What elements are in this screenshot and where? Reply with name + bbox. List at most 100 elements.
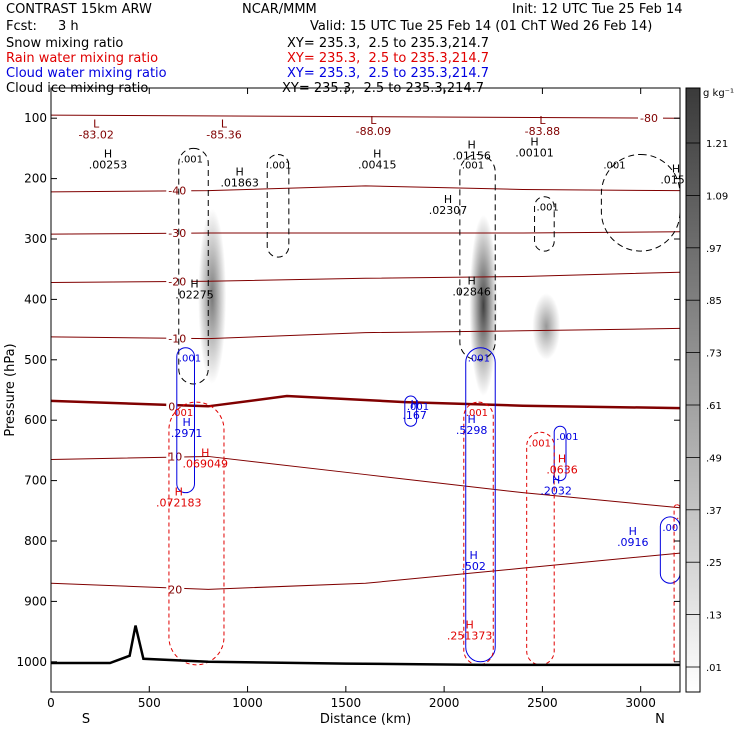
extremum-value: .2971 bbox=[171, 427, 203, 440]
y-tick-label: 400 bbox=[24, 292, 47, 306]
extremum-h-marker: H bbox=[190, 277, 198, 290]
extremum-h-marker: H bbox=[236, 166, 244, 179]
isotherm-label: -80 bbox=[640, 112, 658, 125]
extremum-h-marker: H bbox=[466, 619, 474, 632]
colorbar-tick-label: .25 bbox=[706, 558, 722, 569]
cloud-water-contour bbox=[404, 395, 418, 427]
isotherm-label-bg bbox=[638, 112, 663, 124]
y-tick-label: 900 bbox=[24, 594, 47, 608]
isotherm-line bbox=[51, 394, 680, 410]
extremum-value: -88.09 bbox=[356, 125, 391, 138]
cloud-water-contour bbox=[176, 347, 195, 494]
isotherm-label: -30 bbox=[168, 227, 186, 240]
extremum-value: .2032 bbox=[540, 485, 572, 498]
field-xy-cloudwater: XY= 235.3, 2.5 to 235.3,214.7 bbox=[287, 66, 490, 81]
rain-water-contour-label: .001 bbox=[676, 511, 698, 522]
x-tick-label: 3000 bbox=[625, 696, 656, 710]
extremum-h-marker: H bbox=[468, 274, 476, 287]
extremum-value: .00415 bbox=[358, 158, 397, 171]
extremum-value: -85.36 bbox=[206, 128, 241, 141]
rain-water-contour bbox=[463, 401, 494, 666]
cloud-ice-contour bbox=[534, 196, 555, 252]
fcst-value: 3 h bbox=[58, 19, 79, 34]
x-tick-label: 0 bbox=[47, 696, 55, 710]
y-tick-label: 600 bbox=[24, 413, 47, 427]
x-tick-label: 2500 bbox=[527, 696, 558, 710]
x-tick-label: 500 bbox=[138, 696, 161, 710]
colorbar-tick-label: .97 bbox=[706, 244, 722, 255]
extremum-l-marker: L bbox=[539, 114, 546, 127]
x-end-label-south: S bbox=[82, 712, 90, 727]
colorbar-tick-label: .01 bbox=[706, 663, 722, 674]
field-label-cloudwater: Cloud water mixing ratio bbox=[6, 66, 167, 81]
extremum-value: .5298 bbox=[456, 424, 488, 437]
rain-water-contour-label: .001 bbox=[529, 438, 551, 449]
extremum-h-marker: H bbox=[373, 147, 381, 160]
y-tick-label: 500 bbox=[24, 353, 47, 367]
isotherm-line bbox=[51, 271, 680, 283]
extremum-value: .00253 bbox=[89, 158, 128, 171]
extremum-h-marker: H bbox=[411, 398, 419, 411]
extremum-value: .0159 bbox=[660, 174, 692, 187]
cloud-ice-contour-label: .001 bbox=[269, 160, 291, 171]
cloud-ice-contour-label: .001 bbox=[537, 203, 559, 214]
cloud-water-contour-label: .001 bbox=[407, 402, 429, 413]
isotherm-label: -20 bbox=[168, 275, 186, 288]
field-xy-rain: XY= 235.3, 2.5 to 235.3,214.7 bbox=[287, 51, 490, 66]
isotherm-line bbox=[51, 455, 680, 509]
terrain-line bbox=[51, 625, 680, 667]
extremum-value: -83.02 bbox=[78, 128, 113, 141]
cloud-ice-contour bbox=[178, 147, 209, 385]
extremum-value: .0636 bbox=[546, 463, 578, 476]
isotherm-line bbox=[51, 552, 680, 590]
extremum-h-marker: H bbox=[182, 416, 190, 429]
colorbar-tick-label: .85 bbox=[706, 296, 722, 307]
colorbar-unit: g kg⁻¹ bbox=[703, 88, 734, 99]
colorbar-tick-label: 1.21 bbox=[706, 139, 728, 150]
x-axis-label: Distance (km) bbox=[320, 712, 411, 727]
colorbar-tick-label: .37 bbox=[706, 506, 722, 517]
extremum-value: .00101 bbox=[515, 146, 554, 159]
extremum-h-marker: H bbox=[104, 147, 112, 160]
y-tick-label: 700 bbox=[24, 474, 47, 488]
colorbar-tick-label: .73 bbox=[706, 349, 722, 360]
snow-shading-1 bbox=[469, 214, 498, 397]
cloud-ice-contour bbox=[459, 153, 496, 361]
isotherm-label: 20 bbox=[168, 583, 182, 596]
extremum-l-marker: L bbox=[221, 117, 228, 130]
extremum-value: .01156 bbox=[452, 149, 491, 162]
y-tick-label: 800 bbox=[24, 534, 47, 548]
extremum-h-marker: H bbox=[468, 413, 476, 426]
extremum-value: .02846 bbox=[452, 285, 491, 298]
cloud-water-contour-label: .001 bbox=[468, 354, 490, 365]
extremum-value: -83.88 bbox=[525, 125, 560, 138]
init-time: Init: 12 UTC Tue 25 Feb 14 bbox=[512, 2, 683, 17]
rain-water-contour-label: .001 bbox=[171, 408, 193, 419]
extremum-value: .02275 bbox=[175, 288, 214, 301]
colorbar-tick-label: .13 bbox=[706, 611, 722, 622]
model-title: CONTRAST 15km ARW bbox=[6, 2, 152, 17]
y-tick-label: 1000 bbox=[16, 655, 47, 669]
isotherm-label: 0 bbox=[168, 400, 175, 413]
extremum-value: .069049 bbox=[183, 457, 229, 470]
extremum-h-marker: H bbox=[672, 163, 680, 176]
x-tick-label: 2000 bbox=[429, 696, 460, 710]
colorbar-tick-label: .49 bbox=[706, 453, 722, 464]
extremum-l-marker: L bbox=[93, 117, 100, 130]
y-tick-label: 100 bbox=[24, 111, 47, 125]
isotherm-label-bg bbox=[166, 583, 185, 595]
snow-shading-2 bbox=[532, 293, 561, 360]
extremum-value: .251373 bbox=[447, 630, 493, 643]
colorbar-tick-label: .61 bbox=[706, 401, 722, 412]
extremum-h-marker: H bbox=[629, 525, 637, 538]
isotherm-line bbox=[51, 114, 680, 119]
field-xy-snow: XY= 235.3, 2.5 to 235.3,214.7 bbox=[287, 36, 490, 51]
extremum-h-marker: H bbox=[469, 549, 477, 562]
extremum-h-marker: H bbox=[558, 452, 566, 465]
isotherm-line bbox=[51, 231, 680, 235]
rain-water-contour bbox=[168, 401, 225, 666]
extremum-h-marker: H bbox=[175, 486, 183, 499]
colorbar bbox=[685, 87, 701, 693]
cloud-ice-contour-label: .001 bbox=[462, 160, 484, 171]
isotherm-label: -40 bbox=[168, 185, 186, 198]
